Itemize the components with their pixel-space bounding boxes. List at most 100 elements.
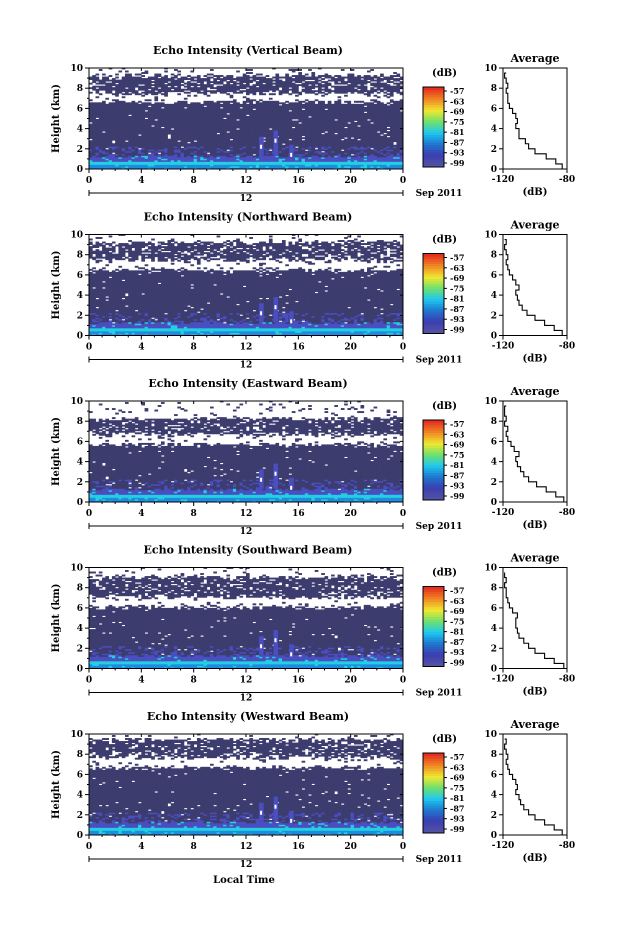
- heatmap-cell: [124, 88, 129, 91]
- heatmap-cell: [121, 122, 126, 124]
- heatmap-cell: [288, 81, 293, 84]
- heatmap-cell: [272, 115, 276, 118]
- heatmap-cell: [275, 123, 280, 126]
- heatmap-cell: [259, 159, 263, 162]
- heatmap-cell: [134, 120, 139, 123]
- heatmap-cell: [187, 155, 191, 158]
- heatmap-cell: [151, 126, 155, 129]
- heatmap-cell: [226, 138, 231, 141]
- heatmap-cell: [170, 162, 175, 165]
- heatmap-cell: [262, 120, 267, 123]
- heatmap-cell: [89, 76, 93, 79]
- heatmap-cell: [275, 115, 280, 118]
- heatmap-cell: [229, 88, 234, 91]
- heatmap-cell: [98, 120, 103, 123]
- heatmap-cell: [190, 108, 195, 111]
- heatmap-cell: [321, 91, 325, 94]
- heatmap-cell: [95, 105, 100, 108]
- heatmap-cell: [98, 153, 103, 156]
- heatmap-cell: [216, 85, 221, 88]
- heatmap-cell: [138, 141, 142, 144]
- heatmap-cell: [268, 87, 273, 90]
- heatmap-cell: [138, 100, 142, 103]
- heatmap-cell: [138, 122, 142, 124]
- heatmap-cell: [111, 159, 116, 162]
- heatmap-cell: [298, 140, 302, 143]
- heatmap-cell: [180, 114, 185, 117]
- heatmap-cell: [111, 79, 116, 82]
- heatmap-cell: [255, 155, 260, 158]
- heatmap-cell: [206, 85, 211, 88]
- heatmap-cell: [118, 149, 123, 152]
- heatmap-cell: [242, 76, 247, 79]
- heatmap-cell: [219, 143, 224, 146]
- heatmap-cell: [164, 158, 168, 161]
- heatmap-cell: [118, 82, 123, 85]
- heatmap-cell: [177, 84, 181, 87]
- heatmap-cell: [236, 144, 240, 147]
- heatmap-cell: [252, 85, 257, 88]
- heatmap-cell: [118, 91, 123, 94]
- heatmap-cell: [151, 105, 155, 108]
- heatmap-cell: [206, 167, 211, 170]
- heatmap-cell: [111, 149, 116, 152]
- heatmap-cell: [210, 108, 214, 111]
- heatmap-cell: [223, 90, 227, 93]
- heatmap-cell: [278, 125, 283, 127]
- heatmap-cell: [232, 99, 237, 102]
- heatmap-cell: [223, 140, 227, 143]
- heatmap-cell: [206, 76, 211, 79]
- heatmap-cell: [98, 122, 103, 124]
- heatmap-cell: [324, 81, 329, 84]
- heatmap-cell: [265, 119, 270, 121]
- heatmap-cell: [226, 114, 231, 117]
- heatmap-cell: [200, 129, 204, 132]
- heatmap-cell: [138, 137, 142, 140]
- heatmap-cell: [265, 167, 270, 170]
- heatmap-cell: [89, 140, 93, 143]
- heatmap-cell: [128, 117, 132, 120]
- heatmap-cell: [226, 141, 231, 144]
- heatmap-cell: [174, 164, 178, 167]
- heatmap-cell: [141, 103, 145, 106]
- heatmap-cell: [128, 128, 132, 131]
- heatmap-cell: [128, 84, 132, 87]
- heatmap-cell: [340, 150, 345, 153]
- heatmap-cell: [98, 158, 103, 161]
- heatmap-cell: [121, 144, 126, 147]
- heatmap-cell: [265, 162, 270, 165]
- heatmap-cell: [275, 109, 280, 112]
- heatmap-cell: [154, 153, 159, 156]
- heatmap-cell: [154, 91, 159, 94]
- heatmap-cell: [249, 135, 253, 138]
- heatmap-cell: [118, 131, 123, 134]
- heatmap-cell: [108, 144, 113, 147]
- heatmap-cell: [226, 140, 231, 143]
- heatmap-cell: [210, 122, 214, 124]
- heatmap-cell: [285, 122, 289, 124]
- heatmap-cell: [380, 73, 384, 76]
- heatmap-cell: [210, 114, 214, 117]
- heatmap-cell: [154, 79, 159, 82]
- heatmap-cell: [183, 88, 188, 91]
- heatmap-cell: [141, 117, 145, 120]
- heatmap-cell: [278, 141, 283, 144]
- heatmap-cell: [118, 143, 123, 146]
- heatmap-cell: [216, 109, 221, 112]
- heatmap-cell: [157, 150, 162, 153]
- heatmap-cell: [285, 84, 289, 87]
- heatmap-cell: [259, 125, 263, 127]
- heatmap-cell: [164, 149, 168, 152]
- heatmap-cell: [105, 134, 110, 137]
- heatmap-cell: [183, 167, 188, 170]
- heatmap-cell: [144, 141, 149, 144]
- heatmap-cell: [232, 140, 237, 143]
- heatmap-cell: [275, 88, 280, 91]
- heatmap-cell: [108, 112, 113, 115]
- heatmap-cell: [108, 87, 113, 90]
- heatmap-cell: [190, 123, 195, 126]
- heatmap-cell: [298, 117, 302, 120]
- heatmap-cell: [157, 119, 162, 121]
- heatmap-cell: [344, 138, 348, 141]
- heatmap-cell: [203, 146, 208, 149]
